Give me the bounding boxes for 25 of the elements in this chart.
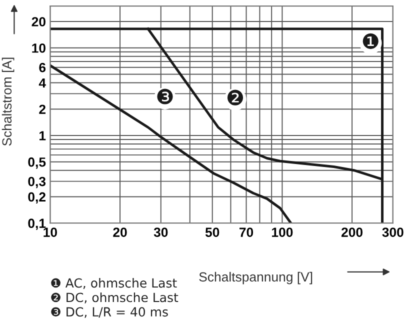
y-tick-label: 0,1: [28, 218, 46, 230]
x-tick-label: 30: [154, 228, 168, 237]
y-tick-label: 0,2: [28, 192, 46, 204]
y-tick-label: 6: [39, 62, 46, 72]
x-tick-label: 50: [205, 228, 220, 237]
text: ❷ DC, ohmsche Last: [51, 292, 178, 304]
x-tick-label: 300: [382, 228, 404, 237]
x-tick-label: 100: [272, 228, 293, 237]
annotation: ❶: [362, 33, 378, 49]
x-tick-label: 70: [239, 228, 254, 237]
y-tick-label: 0,5: [28, 157, 46, 169]
text: ❶ AC, ohmsche Last: [51, 278, 177, 289]
text: ❸ DC, L/R = 40 ms: [51, 307, 168, 318]
annotation: ❸: [157, 88, 173, 104]
y-tick-label: 4: [38, 78, 46, 88]
y-tick-label: 0,3: [28, 176, 46, 188]
x-tick-label: 200: [342, 228, 363, 237]
x-tick-label: 20: [113, 228, 127, 237]
y-tick-label: 2: [39, 104, 46, 114]
x-axis-title: Schaltspannung [V]: [199, 272, 312, 284]
y-tick-label: 1: [40, 131, 46, 140]
annotation: ❷: [227, 90, 244, 106]
y-tick-label: 10: [32, 43, 46, 53]
y-tick-label: 20: [32, 17, 46, 26]
y-axis-title: Schaltstrom [A]: [2, 58, 14, 146]
